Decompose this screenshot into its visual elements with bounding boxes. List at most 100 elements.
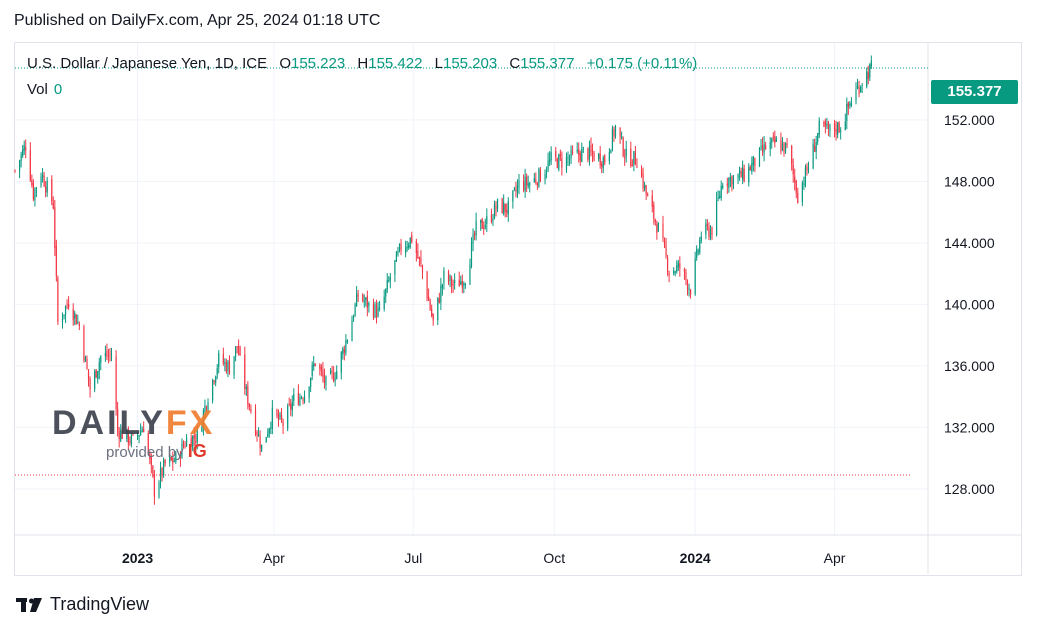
candle [68,296,70,310]
candle-body [293,394,295,402]
y-tick-label: 128.000 [944,481,995,497]
candle-body [441,284,443,288]
candle [308,386,310,403]
candle-body [492,218,494,222]
candle-body [774,136,776,144]
candle-body [823,122,825,124]
candle-body [761,145,764,152]
candle [352,314,355,322]
candle [837,121,839,139]
candle-body [685,272,687,280]
candle [181,438,183,459]
candle-body [164,459,166,464]
chart-frame[interactable] [14,42,1022,576]
candle-body [740,170,742,178]
candle-body [512,190,514,202]
candle-body [484,224,486,228]
candle [464,282,466,289]
candle-body [383,296,385,310]
candle-body [303,396,306,403]
open-value: 155.223 [290,55,346,72]
candle [576,142,578,154]
candle-body [196,430,198,442]
candle-body [765,145,767,150]
candle [545,166,548,179]
candle [426,270,428,302]
candle-body [578,149,580,155]
candle-body [847,102,849,108]
candle [256,430,258,442]
candle [383,289,385,312]
candle [25,139,27,159]
candle-body [288,403,290,405]
candle-body [420,257,422,265]
candle-body [708,226,710,237]
candle-body [449,275,451,281]
candle [447,269,450,285]
candle-body [421,265,424,272]
candle-body [75,314,77,325]
candle [158,480,160,499]
candle [184,441,186,449]
candle [450,275,453,294]
candle [293,388,295,407]
candle [696,245,698,261]
candle [806,163,808,176]
candle [377,302,379,318]
candle [598,152,600,162]
volume-label: Vol [27,81,48,98]
candle [795,179,797,199]
candle-body [570,149,572,158]
candle-body [201,426,203,432]
candle [803,176,805,190]
candle [299,393,301,407]
candle-body [674,271,676,273]
tradingview-brand[interactable]: TradingView [16,594,149,615]
candle-body [515,189,517,192]
candle-body [801,182,803,203]
candle [362,293,364,303]
candle [847,101,849,115]
candle-body [647,194,649,197]
candle-body [795,181,797,194]
candle-body [450,277,453,286]
candle [556,157,558,169]
candle-body [572,151,574,153]
candle [429,298,431,311]
candle [325,375,327,391]
candle-body [159,468,162,483]
volume-legend: Vol 0 [27,81,62,98]
candle-body [405,247,407,254]
candle [313,355,315,371]
candle-body [351,320,353,342]
candle-body [57,278,59,322]
candle [239,345,241,356]
candle [218,350,220,374]
candle-body [786,143,788,145]
candle-body [95,369,97,378]
candle [202,408,205,436]
candle-body [599,153,601,166]
candle [400,238,402,256]
candle-body [545,171,548,173]
candle [276,408,278,419]
candle-body [41,174,44,178]
candle-body [334,378,336,380]
candle [109,347,111,362]
candle [663,237,666,249]
candle-body [608,151,610,162]
dailyfx-watermark: DAILYFX provided by IG [52,404,215,462]
low-value: 155.203 [442,55,498,72]
candle [346,339,349,344]
candle [182,440,185,449]
candle [267,428,269,438]
candle [35,186,38,198]
candle [567,151,569,166]
candle [752,155,754,172]
candle-body [719,195,721,198]
candle [250,404,252,414]
candle-body [342,348,344,355]
candle [590,137,592,157]
candle [132,433,134,436]
